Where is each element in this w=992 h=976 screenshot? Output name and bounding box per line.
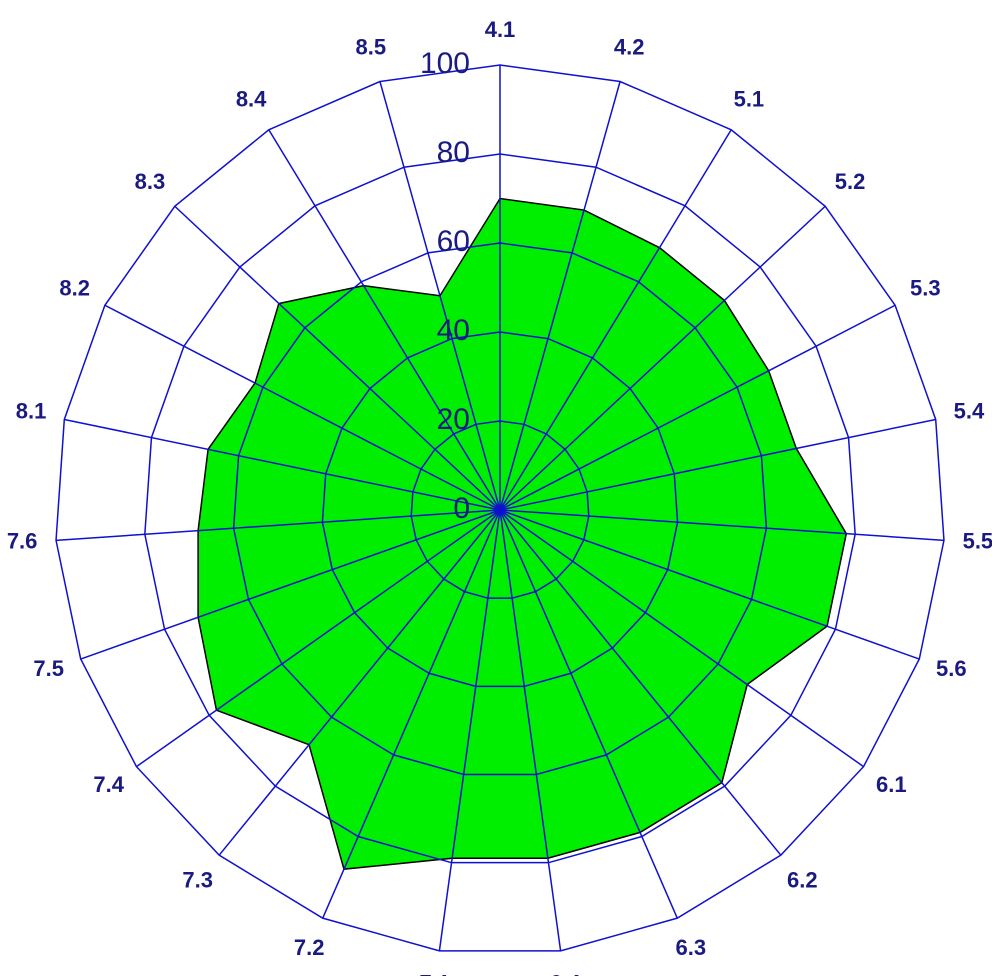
category-label: 6.1 — [876, 772, 907, 797]
spoke — [174, 205, 501, 511]
category-label: 5.6 — [936, 656, 967, 681]
spoke — [136, 509, 501, 768]
category-label: 4.2 — [614, 35, 645, 60]
grid-ring — [232, 242, 768, 776]
spoke — [499, 509, 782, 856]
category-label: 7.6 — [7, 529, 38, 554]
y-tick-label: 80 — [437, 136, 470, 169]
category-label: 7.3 — [182, 867, 213, 892]
category-label: 8.1 — [16, 398, 47, 423]
category-label: 7.5 — [33, 656, 64, 681]
category-label: 5.3 — [910, 275, 941, 300]
spoke — [499, 129, 732, 511]
spoke — [499, 509, 678, 919]
spoke — [268, 129, 501, 511]
spoke — [499, 509, 920, 660]
y-tick-label: 60 — [437, 225, 470, 258]
spoke — [499, 81, 621, 511]
spoke — [499, 304, 896, 511]
spoke — [499, 205, 826, 511]
y-tick-label: 20 — [437, 403, 470, 436]
radar-area — [197, 197, 848, 870]
grid-ring — [144, 153, 856, 864]
spoke — [64, 418, 501, 511]
category-label: 5.1 — [734, 87, 765, 112]
y-tick-label: 40 — [437, 314, 470, 347]
category-label: 8.4 — [236, 87, 267, 112]
category-label: 7.1 — [419, 970, 450, 976]
grid-ring — [321, 331, 679, 688]
spoke — [55, 509, 501, 542]
spoke — [104, 304, 501, 511]
spoke — [499, 418, 936, 511]
y-tick-label: 100 — [420, 47, 470, 80]
category-label: 8.2 — [59, 275, 90, 300]
category-label: 5.5 — [963, 529, 992, 554]
category-label: 4.1 — [485, 17, 516, 42]
spoke — [499, 509, 562, 951]
spoke — [438, 509, 501, 951]
spoke — [499, 509, 945, 542]
grid-ring — [55, 64, 945, 952]
category-label: 6.3 — [676, 935, 707, 960]
category-label: 7.4 — [93, 772, 124, 797]
category-label: 5.2 — [835, 169, 866, 194]
spoke — [499, 509, 864, 768]
spoke — [379, 81, 501, 511]
spoke — [80, 509, 501, 660]
category-label: 6.2 — [787, 867, 818, 892]
y-tick-label: 0 — [453, 492, 470, 525]
category-label: 6.4 — [550, 970, 581, 976]
spoke — [322, 509, 501, 919]
category-label: 8.3 — [135, 169, 166, 194]
category-label: 7.2 — [294, 935, 325, 960]
grid-ring — [410, 420, 590, 599]
spoke — [218, 509, 501, 856]
category-label: 5.4 — [954, 398, 985, 423]
category-label: 8.5 — [355, 35, 386, 60]
